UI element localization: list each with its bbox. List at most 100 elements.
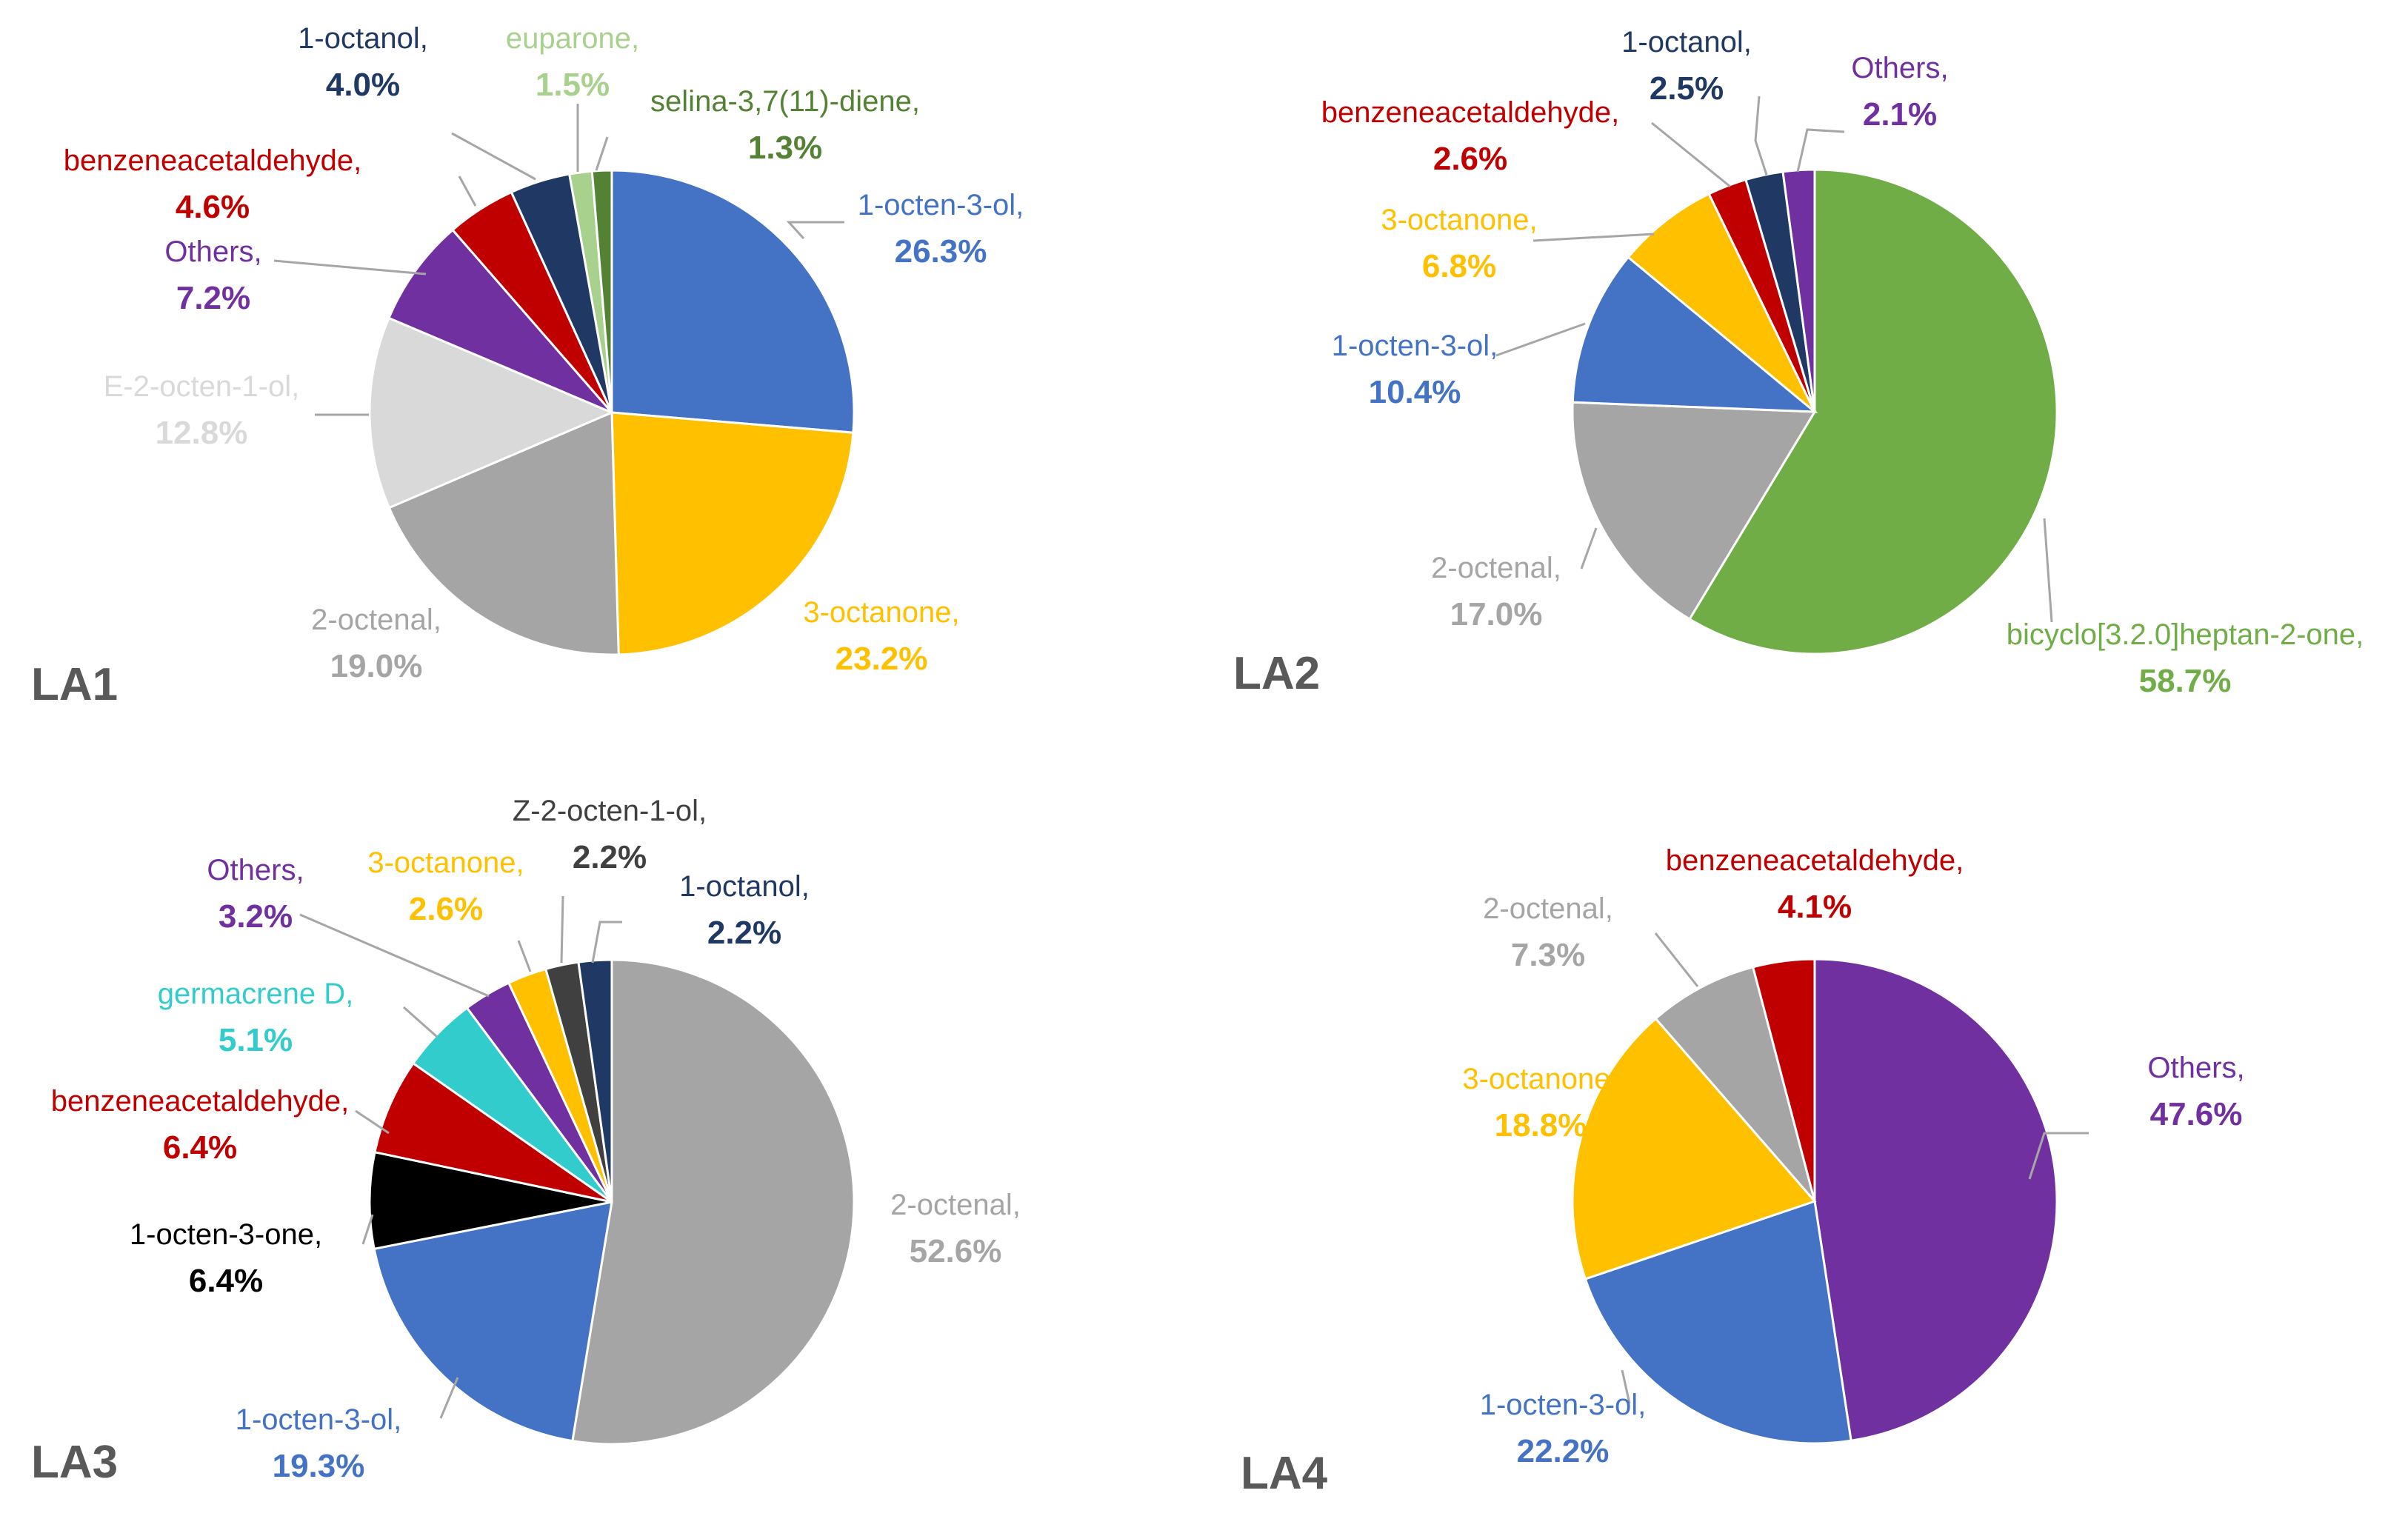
slice-value-la3-1-octanol: 2.2% bbox=[707, 915, 781, 951]
pie-slice-la4-3-octanone bbox=[1571, 1017, 1817, 1280]
pie-slice-la1-3-octanone bbox=[610, 411, 855, 656]
leader-line-la4-1-octen-3-ol bbox=[1621, 1369, 1631, 1404]
pie-slice-la1-others bbox=[387, 228, 613, 414]
slice-value-la1-3-octanone: 23.2% bbox=[836, 641, 928, 677]
slice-value-la1-others: 7.2% bbox=[176, 280, 250, 316]
panel-title-la2: LA2 bbox=[1233, 648, 1320, 699]
pie-slice-la1-2-octenal bbox=[387, 410, 620, 656]
slice-value-la1-benzeneacetaldehyde: 4.6% bbox=[176, 189, 250, 225]
leader-line-la4-2-octenal bbox=[1654, 932, 1699, 987]
slice-value-la4-3-octanone: 18.8% bbox=[1495, 1107, 1587, 1143]
slice-value-la1-2-octenal: 19.0% bbox=[330, 648, 423, 684]
leader-line-la3-z-2-octen-1-ol bbox=[560, 895, 564, 964]
slice-value-la2-bicyclo-3-2-0-heptan-2-one: 58.7% bbox=[2139, 663, 2232, 699]
slice-label-la2-2-octenal: 2-octenal, bbox=[1431, 552, 1561, 584]
slice-label-la2-others: Others, bbox=[1851, 52, 1948, 84]
slice-value-la3-1-octen-3-one: 6.4% bbox=[189, 1263, 263, 1299]
slice-label-la4-3-octanone: 3-octanone, bbox=[1462, 1063, 1618, 1095]
pie-slice-la2-bicyclo-3-2-0-heptan-2-one bbox=[1687, 168, 2058, 655]
slice-value-la3-2-octenal: 52.6% bbox=[910, 1233, 1002, 1269]
slice-value-la1-e-2-octen-1-ol: 12.8% bbox=[156, 415, 248, 451]
pie-slice-la2-2-octenal bbox=[1571, 401, 1817, 621]
pie-slice-la2-3-octanone bbox=[1627, 192, 1816, 413]
slice-label-la1-benzeneacetaldehyde: benzeneacetaldehyde, bbox=[64, 144, 362, 177]
slice-value-la1-selina-3-7-11-diene: 1.3% bbox=[748, 130, 822, 166]
pie-chart-la1: 1-octen-3-ol, 26.3% 3-octanone, 23.2% 2-octe… bbox=[31, 22, 1024, 710]
slice-value-la3-germacrene-d: 5.1% bbox=[219, 1022, 293, 1058]
panel-title-la3: LA3 bbox=[31, 1437, 118, 1488]
slice-value-la1-1-octen-3-ol: 26.3% bbox=[895, 233, 987, 270]
pie-chart-la4: Others, 47.6% 1-octen-3-ol, 22.2% 3-octanone… bbox=[1241, 844, 2245, 1499]
slice-value-la4-1-octen-3-ol: 22.2% bbox=[1517, 1433, 1610, 1469]
leader-line-la2-3-octanone bbox=[1532, 233, 1655, 242]
leader-line-la2-2-octenal bbox=[1580, 527, 1598, 570]
pie-chart-la2: bicyclo[3.2.0]heptan-2-one, 58.7% 2-octena… bbox=[1233, 26, 2364, 699]
slice-value-la3-1-octen-3-ol: 19.3% bbox=[273, 1448, 365, 1484]
slice-value-la2-3-octanone: 6.8% bbox=[1422, 248, 1496, 284]
slice-label-la1-others: Others, bbox=[164, 236, 261, 268]
slice-value-la1-1-octanol: 4.0% bbox=[326, 67, 400, 103]
slice-value-la4-others: 47.6% bbox=[2150, 1096, 2243, 1132]
slice-label-la3-z-2-octen-1-ol: Z-2-octen-1-ol, bbox=[513, 795, 707, 827]
pie-slice-la3-1-octanol bbox=[577, 958, 613, 1203]
slice-label-la4-2-octenal: 2-octenal, bbox=[1483, 892, 1613, 925]
slice-value-la2-benzeneacetaldehyde: 2.6% bbox=[1433, 141, 1507, 177]
slice-value-la3-benzeneacetaldehyde: 6.4% bbox=[163, 1129, 237, 1166]
pie-slice-la3-benzeneacetaldehyde bbox=[373, 1061, 613, 1203]
leader-line-la2-bicyclo-3-2-0-heptan-2-one bbox=[2043, 518, 2053, 623]
leader-line-la2-benzeneacetaldehyde bbox=[1651, 121, 1731, 188]
slice-label-la2-bicyclo-3-2-0-heptan-2-one: bicyclo[3.2.0]heptan-2-one, bbox=[2007, 618, 2364, 651]
leader-line-la3-1-octen-3-ol bbox=[439, 1377, 459, 1419]
leader-line-la3-others bbox=[299, 913, 490, 998]
slice-value-la2-1-octen-3-ol: 10.4% bbox=[1369, 374, 1461, 410]
leader-line-la3-1-octen-3-one bbox=[361, 1214, 374, 1245]
slice-label-la4-others: Others, bbox=[2147, 1052, 2244, 1084]
leader-line-la1-1-octen-3-ol bbox=[786, 221, 844, 240]
leader-line-la2-1-octanol bbox=[1754, 96, 1768, 176]
panel-title-la1: LA1 bbox=[31, 659, 118, 710]
panel-title-la4: LA4 bbox=[1241, 1448, 1328, 1499]
slice-label-la1-e-2-octen-1-ol: E-2-octen-1-ol, bbox=[104, 370, 300, 403]
pie-slice-la2-1-octen-3-ol bbox=[1571, 256, 1818, 413]
leader-line-la3-3-octanone bbox=[517, 940, 532, 972]
slice-label-la1-3-octanone: 3-octanone, bbox=[803, 596, 959, 629]
leader-line-la3-benzeneacetaldehyde bbox=[355, 1109, 390, 1135]
leader-line-la3-1-octanol bbox=[591, 921, 622, 964]
pie-slice-la3-2-octenal bbox=[571, 958, 856, 1446]
slice-label-la3-germacrene-d: germacrene D, bbox=[158, 978, 354, 1010]
pie-slice-la4-2-octenal bbox=[1654, 965, 1816, 1202]
leader-line-la2-1-octen-3-ol bbox=[1495, 322, 1586, 357]
pie-slice-la4-1-octen-3-ol bbox=[1584, 1200, 1852, 1445]
slice-label-la2-1-octen-3-ol: 1-octen-3-ol, bbox=[1332, 330, 1498, 362]
slice-value-la3-others: 3.2% bbox=[219, 898, 293, 935]
slice-label-la4-benzeneacetaldehyde: benzeneacetaldehyde, bbox=[1666, 844, 1964, 877]
leader-line-la4-others bbox=[2028, 1132, 2089, 1180]
slice-value-la4-2-octenal: 7.3% bbox=[1511, 937, 1585, 973]
leader-line-la1-others bbox=[273, 259, 427, 276]
slice-label-la2-1-octanol: 1-octanol, bbox=[1621, 26, 1752, 59]
slice-value-la3-3-octanone: 2.6% bbox=[409, 891, 483, 927]
slice-value-la1-euparone: 1.5% bbox=[536, 67, 610, 103]
pie-slice-la1-selina-3-7-11-diene bbox=[590, 169, 613, 413]
slice-value-la2-1-octanol: 2.5% bbox=[1650, 70, 1724, 107]
leader-line-la1-1-octanol bbox=[451, 132, 536, 181]
slice-label-la3-2-octenal: 2-octenal, bbox=[890, 1189, 1021, 1221]
slice-label-la4-1-octen-3-ol: 1-octen-3-ol, bbox=[1480, 1389, 1647, 1421]
slice-label-la3-benzeneacetaldehyde: benzeneacetaldehyde, bbox=[51, 1085, 350, 1118]
slice-label-la3-others: Others, bbox=[207, 854, 304, 886]
slice-label-la3-1-octanol: 1-octanol, bbox=[679, 870, 810, 903]
slice-label-la1-2-octenal: 2-octenal, bbox=[311, 604, 441, 636]
slice-value-la3-z-2-octen-1-ol: 2.2% bbox=[573, 839, 647, 875]
pie-slice-la3-1-octen-3-one bbox=[368, 1150, 613, 1251]
slice-label-la3-1-octen-3-one: 1-octen-3-one, bbox=[130, 1218, 322, 1251]
slice-label-la1-selina-3-7-11-diene: selina-3,7(11)-diene, bbox=[650, 85, 920, 118]
slice-value-la4-benzeneacetaldehyde: 4.1% bbox=[1778, 889, 1852, 925]
leader-line-la1-selina-3-7-11-diene bbox=[595, 136, 609, 171]
slice-label-la3-1-octen-3-ol: 1-octen-3-ol, bbox=[236, 1403, 402, 1436]
pie-slice-la4-benzeneacetaldehyde bbox=[1751, 958, 1816, 1202]
leader-line-la1-benzeneacetaldehyde bbox=[458, 176, 477, 207]
slice-value-la2-2-octenal: 17.0% bbox=[1450, 596, 1543, 632]
pie-chart-la3: 2-octenal, 52.6% 1-octen-3-ol, 19.3% 1-octen… bbox=[31, 795, 1021, 1488]
slice-label-la2-3-octanone: 3-octanone, bbox=[1381, 204, 1537, 236]
